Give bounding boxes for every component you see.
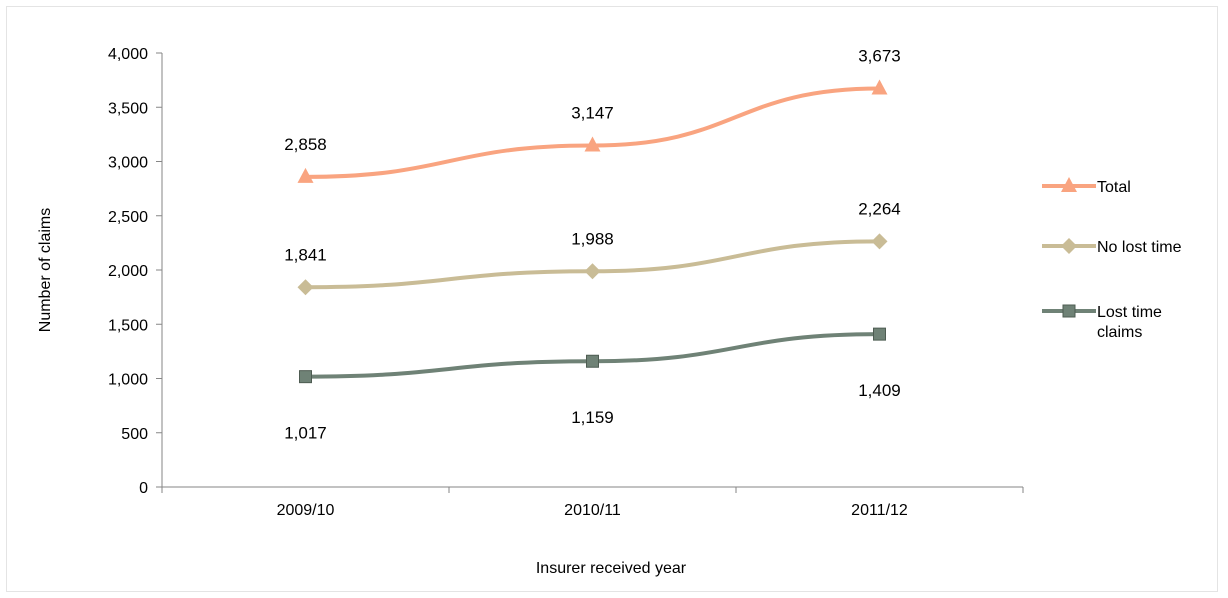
data-labels: 2,858 3,147 3,673 1,841 1,988 2,264 1,017 1,159… (284, 46, 901, 442)
square-marker (299, 370, 312, 384)
x-axis-title: Insurer received year (536, 560, 687, 577)
x-tick-label: 2010/11 (564, 502, 621, 519)
legend-item-lost-time-claims: Lost time claims (1042, 304, 1162, 341)
x-tick-label: 2009/10 (277, 502, 335, 519)
triangle-marker (297, 167, 314, 183)
data-label: 1,159 (571, 408, 614, 427)
diamond-marker (584, 263, 601, 280)
y-tick-label: 4,000 (108, 46, 148, 63)
y-tick-label: 0 (139, 480, 148, 497)
y-tick-label: 1,500 (108, 317, 148, 334)
y-tick-label: 2,000 (108, 263, 148, 280)
square-marker (1062, 304, 1076, 318)
x-axis-ticks: 2009/10 2010/11 2011/12 (161, 487, 1024, 519)
triangle-marker (871, 79, 888, 95)
legend-label: Total (1097, 179, 1131, 196)
series-lost-time-claims (299, 327, 886, 384)
data-label: 2,858 (284, 135, 327, 154)
triangle-marker (584, 136, 601, 152)
data-label: 1,841 (284, 245, 327, 264)
series-total (297, 79, 888, 183)
diamond-marker (871, 233, 888, 250)
data-label: 3,147 (571, 104, 614, 123)
y-tick-label: 500 (121, 426, 148, 443)
triangle-marker (1061, 177, 1077, 192)
series-line (303, 86, 882, 179)
series-group (297, 79, 888, 384)
legend-label: Lost time (1097, 304, 1162, 321)
data-label: 1,017 (284, 424, 327, 443)
square-marker (586, 354, 599, 368)
square-marker (873, 327, 886, 341)
series-no-lost-time (297, 233, 888, 296)
data-label: 1,988 (571, 229, 614, 248)
y-tick-label: 1,000 (108, 372, 148, 389)
data-label: 2,264 (858, 199, 901, 218)
y-tick-label: 2,500 (108, 209, 148, 226)
y-axis-title: Number of claims (37, 208, 54, 332)
legend-item-no-lost-time: No lost time (1042, 238, 1182, 256)
legend-label: claims (1097, 324, 1142, 341)
legend-item-total: Total (1042, 177, 1131, 196)
y-tick-label: 3,000 (108, 155, 148, 172)
y-axis-ticks: 0 500 1,000 1,500 2,000 2,500 3,000 3,500 4,000 (108, 46, 162, 497)
x-tick-label: 2011/12 (851, 502, 908, 519)
chart-frame (6, 6, 1218, 592)
diamond-marker (297, 279, 314, 296)
diamond-marker (1061, 238, 1077, 254)
legend-label: No lost time (1097, 239, 1182, 256)
data-label: 3,673 (858, 46, 901, 65)
y-tick-label: 3,500 (108, 100, 148, 117)
legend: Total No lost time Lost time claims (1042, 177, 1182, 341)
data-label: 1,409 (858, 381, 901, 400)
